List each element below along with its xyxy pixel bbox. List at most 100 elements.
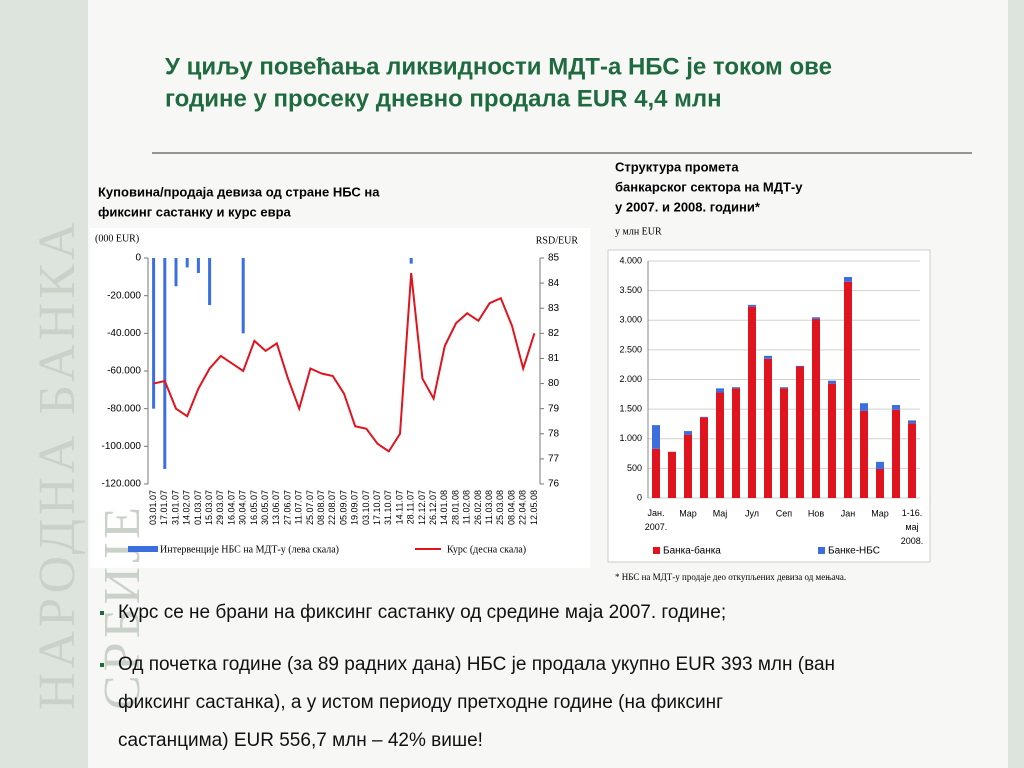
x-tick-label: 01.03.07	[193, 490, 203, 525]
bar-segment	[908, 423, 916, 498]
watermark: НАРОДНА БАНКА	[29, 218, 86, 710]
x-tick-label: 11.03.08	[484, 490, 494, 524]
x-tick-label: 31.10.07	[383, 490, 393, 525]
bar-segment	[844, 281, 852, 498]
bullet-text: састанцима) EUR 556,7 млн – 42% више!	[118, 730, 483, 751]
line	[153, 272, 536, 453]
x-tick-label: 17.10.07	[372, 490, 382, 525]
y-axis-label: у млн EUR	[615, 226, 662, 237]
bar	[163, 258, 167, 469]
bar-segment	[684, 434, 692, 498]
x-tick-label: 30.04.07	[238, 490, 248, 525]
y-tick-label: 1.500	[619, 404, 642, 414]
bar-segment	[876, 468, 884, 498]
x-tick-label: Јан. 2007.	[645, 508, 668, 532]
legend-label: Интервенције НБС на МДТ-у (лева скала)	[160, 544, 339, 555]
y2-tick-label: 83	[548, 303, 560, 314]
y-tick-label: -20.000	[107, 290, 141, 301]
chart-title: фиксинг састанку и курс евра	[98, 204, 292, 219]
bar-segment	[860, 410, 868, 498]
chart-title: Куповина/продаја девиза од стране НБС на	[98, 184, 380, 199]
y2-tick-label: 82	[548, 328, 560, 339]
x-tick-line: 2008.	[901, 536, 924, 546]
x-tick-label: 29.03.07	[215, 490, 225, 525]
bar-segment	[668, 451, 676, 498]
x-tick-label: 26.02.08	[473, 490, 483, 525]
x-tick-line: 1-16.	[902, 508, 923, 518]
bar-segment	[828, 383, 836, 498]
bar-segment	[732, 388, 740, 498]
x-tick-label: 27.06.07	[282, 490, 292, 525]
bar-segment	[892, 404, 900, 410]
y-tick-label: 2.000	[619, 374, 642, 384]
y2-tick-label: 79	[548, 403, 560, 414]
x-tick-label: Јан	[841, 508, 856, 518]
x-tick-line: мај	[905, 522, 918, 532]
bar-segment	[700, 417, 708, 498]
x-tick-label: 14.11.07	[394, 490, 404, 524]
bar-segment	[828, 380, 836, 384]
legend-label: Банке-НБС	[828, 546, 880, 557]
y-tick-label: 2.500	[619, 344, 642, 354]
y-tick-label: 0	[637, 492, 642, 502]
x-tick-label: 05.09.07	[338, 490, 348, 525]
bar	[241, 258, 245, 334]
y-tick-label: -60.000	[107, 366, 141, 377]
bar-segment	[748, 304, 756, 307]
x-tick-label: 1-16. мај 2008.	[901, 508, 924, 546]
legend-label: Курс (десна скала)	[447, 544, 526, 555]
bar	[185, 258, 189, 268]
legend-swatch	[818, 547, 825, 554]
x-tick-label: 30.05.07	[260, 490, 270, 525]
y-tick-label: -80.000	[107, 403, 141, 414]
bar-segment	[812, 319, 820, 498]
bar-segment	[844, 276, 852, 282]
footnote: * НБС на МДТ-у продаје део откупљених де…	[615, 572, 846, 582]
x-tick-line: Јан.	[648, 508, 665, 518]
x-tick-label: Мар	[679, 508, 697, 518]
bar-segment	[764, 358, 772, 498]
bar-segment	[652, 425, 660, 449]
y2-tick-label: 80	[548, 378, 560, 389]
chart-frame	[90, 228, 590, 568]
y-tick-label: 3.500	[619, 285, 642, 295]
bar-segment	[812, 317, 820, 320]
x-tick-label: 19.09.07	[350, 490, 360, 525]
x-tick-label: 12.05.08	[529, 490, 539, 525]
bar-segment	[700, 416, 708, 418]
bar	[196, 258, 200, 274]
x-tick-label: Нов	[808, 508, 825, 518]
x-tick-label: 12.12.07	[417, 490, 427, 525]
x-tick-label: 17.01.07	[159, 490, 169, 525]
bar	[174, 258, 178, 287]
legend-label: Банка-банка	[663, 545, 721, 557]
x-tick-label: Мар	[871, 508, 889, 518]
bar-segment	[748, 306, 756, 498]
bar-segment	[892, 409, 900, 498]
bar-segment	[652, 448, 660, 498]
bar-segment	[716, 388, 724, 393]
x-tick-label: 22.08.07	[327, 490, 337, 525]
x-tick-label: 03.01.07	[148, 490, 158, 525]
x-tick-label: Јул	[745, 508, 759, 518]
y-axis-label: (000 EUR)	[95, 233, 139, 244]
x-tick-label: 16.05.07	[249, 490, 259, 525]
bar	[409, 258, 413, 264]
chart-title: у 2007. и 2008. години*	[615, 199, 761, 214]
x-tick-label: 15.03.07	[204, 490, 214, 525]
bullet-text: Курс се не брани на фиксинг састанку од …	[118, 602, 726, 623]
bar-segment	[780, 387, 788, 389]
slide-title: У циљу повећања ликвидности МДТ-а НБС је…	[165, 53, 832, 80]
y2-tick-label: 85	[548, 253, 560, 264]
bar-segment	[732, 387, 740, 389]
y-tick-label: -40.000	[107, 328, 141, 339]
watermark: СРБИЈЕ	[94, 503, 151, 710]
chart-title: Структура промета	[615, 159, 739, 174]
bullet-text: фиксинг састанка), а у истом периоду пре…	[118, 692, 723, 713]
x-tick-label: 25.07.07	[305, 490, 315, 525]
x-tick-label: 11.02.08	[462, 490, 472, 524]
bar-segment	[860, 403, 868, 411]
bullet-marker	[100, 663, 104, 667]
x-tick-label: 25.03.08	[495, 490, 505, 525]
